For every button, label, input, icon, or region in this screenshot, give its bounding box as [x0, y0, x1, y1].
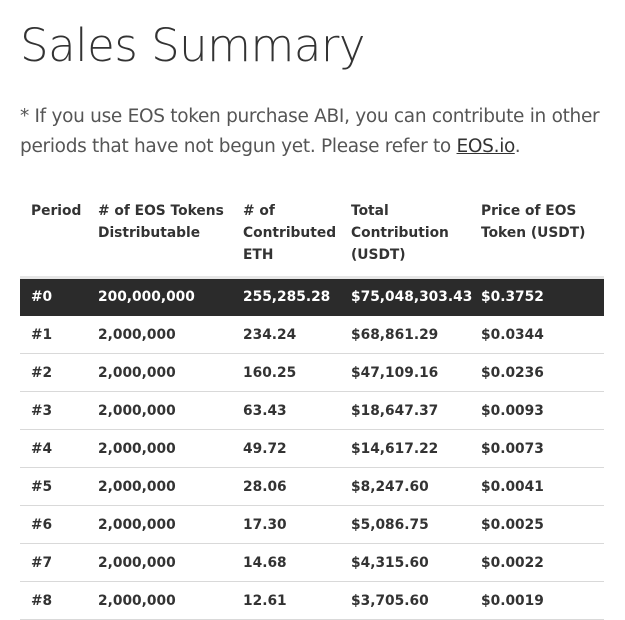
cell-tokens: 2,000,000 — [87, 505, 232, 544]
cell-tokens: 200,000,000 — [87, 277, 232, 316]
header-contributed-eth: # of Contributed ETH — [243, 203, 337, 263]
cell-eth: 63.43 — [232, 391, 340, 430]
cell-period: #6 — [20, 505, 87, 544]
header-token-price: Price of EOS Token (USDT) — [481, 203, 586, 241]
cell-price: $0.0025 — [470, 505, 604, 544]
header-tokens-distributable: # of EOS Tokens Distributable — [98, 203, 224, 241]
table-row: #3 2,000,000 63.43 $18,647.37 $0.0093 — [20, 391, 604, 430]
cell-eth: 234.24 — [232, 315, 340, 354]
cell-period: #3 — [20, 391, 87, 430]
cell-price: $0.0022 — [470, 543, 604, 582]
sales-summary-table: Period # of EOS Tokens Distributable # o… — [20, 194, 604, 620]
table-row: #0 200,000,000 255,285.28 $75,048,303.43… — [20, 277, 604, 316]
cell-period: #4 — [20, 429, 87, 468]
cell-period: #1 — [20, 315, 87, 354]
cell-total: $4,315.60 — [340, 543, 470, 582]
cell-eth: 160.25 — [232, 353, 340, 392]
cell-price: $0.0344 — [470, 315, 604, 354]
cell-tokens: 2,000,000 — [87, 429, 232, 468]
cell-total: $68,861.29 — [340, 315, 470, 354]
cell-period: #5 — [20, 467, 87, 506]
cell-total: $5,086.75 — [340, 505, 470, 544]
table-header-row: Period # of EOS Tokens Distributable # o… — [20, 194, 604, 278]
cell-total: $18,647.37 — [340, 391, 470, 430]
cell-price: $0.0236 — [470, 353, 604, 392]
note-end: . — [514, 136, 521, 157]
cell-eth: 17.30 — [232, 505, 340, 544]
cell-total: $14,617.22 — [340, 429, 470, 468]
cell-tokens: 2,000,000 — [87, 315, 232, 354]
table-row: #2 2,000,000 160.25 $47,109.16 $0.0236 — [20, 353, 604, 392]
cell-price: $0.0093 — [470, 391, 604, 430]
cell-eth: 49.72 — [232, 429, 340, 468]
cell-period: #2 — [20, 353, 87, 392]
table-row: #7 2,000,000 14.68 $4,315.60 $0.0022 — [20, 543, 604, 582]
cell-tokens: 2,000,000 — [87, 391, 232, 430]
table-row: #5 2,000,000 28.06 $8,247.60 $0.0041 — [20, 467, 604, 506]
table-row: #1 2,000,000 234.24 $68,861.29 $0.0344 — [20, 315, 604, 354]
page-title: Sales Summary — [20, 19, 366, 72]
cell-price: $0.0041 — [470, 467, 604, 506]
cell-total: $8,247.60 — [340, 467, 470, 506]
header-period: Period — [31, 203, 82, 219]
cell-eth: 14.68 — [232, 543, 340, 582]
cell-eth: 28.06 — [232, 467, 340, 506]
note-text: * If you use EOS token purchase ABI, you… — [20, 106, 600, 157]
cell-price: $0.0073 — [470, 429, 604, 468]
cell-total: $75,048,303.43 — [340, 277, 472, 316]
cell-tokens: 2,000,000 — [87, 353, 232, 392]
cell-period: #0 — [20, 277, 87, 316]
header-total-contribution: Total Contribution (USDT) — [351, 203, 449, 263]
cell-eth: 255,285.28 — [232, 277, 340, 316]
cell-total: $47,109.16 — [340, 353, 470, 392]
table-row: #6 2,000,000 17.30 $5,086.75 $0.0025 — [20, 505, 604, 544]
cell-tokens: 2,000,000 — [87, 543, 232, 582]
purchase-note: * If you use EOS token purchase ABI, you… — [20, 102, 620, 162]
cell-price: $0.3752 — [470, 277, 604, 316]
table-row: #4 2,000,000 49.72 $14,617.22 $0.0073 — [20, 429, 604, 468]
cell-period: #7 — [20, 543, 87, 582]
eos-io-link[interactable]: EOS.io — [456, 136, 516, 157]
cell-tokens: 2,000,000 — [87, 467, 232, 506]
